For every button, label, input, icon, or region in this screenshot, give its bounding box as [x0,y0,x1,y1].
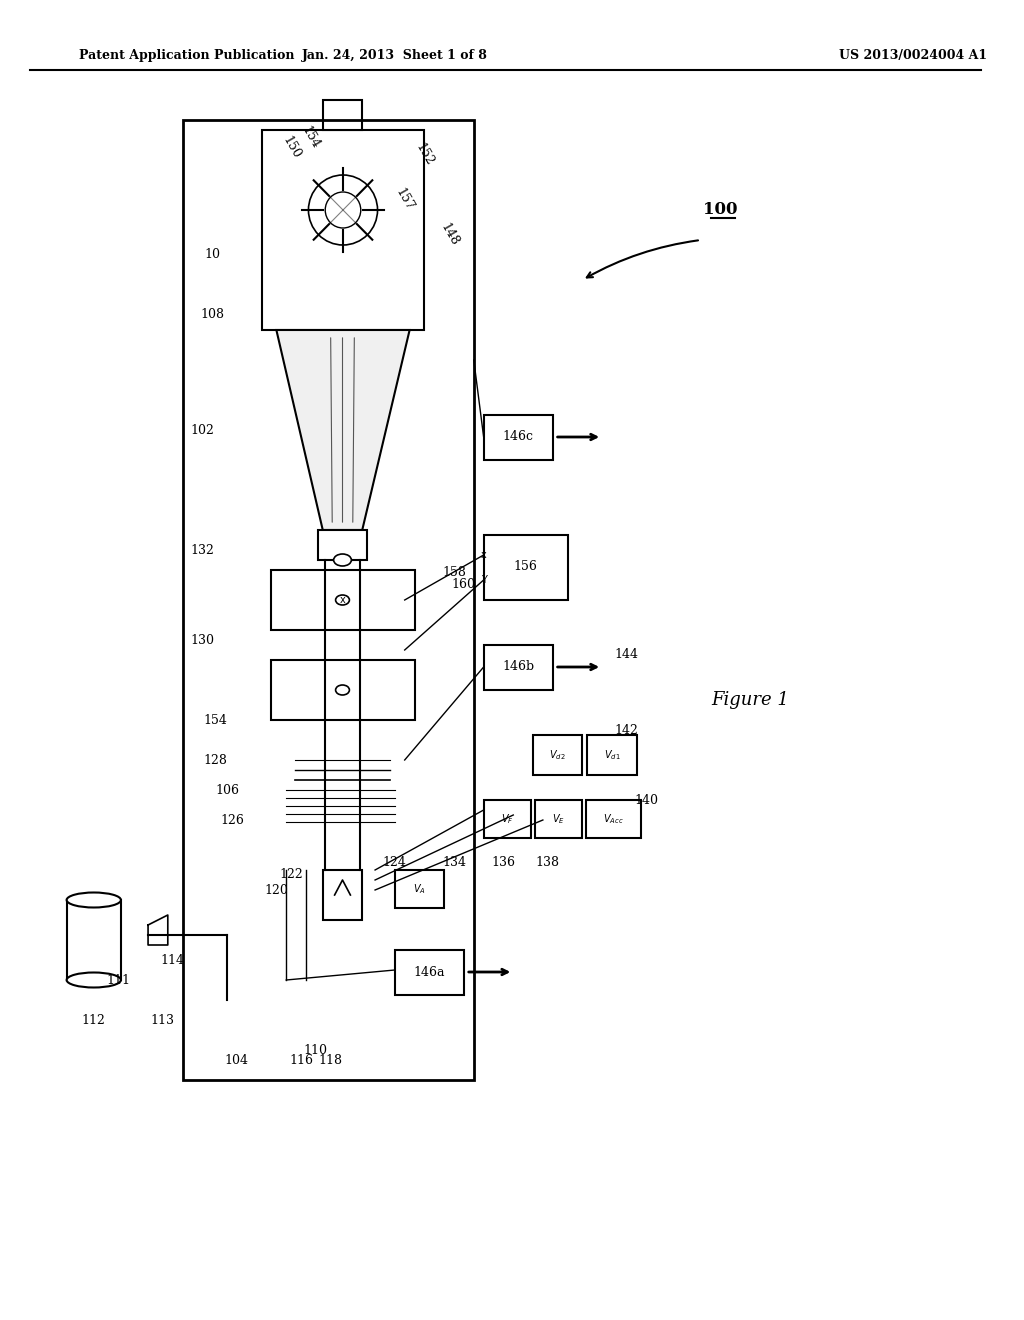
Bar [483,645,553,690]
Text: 124: 124 [383,855,407,869]
Text: US 2013/0024004 A1: US 2013/0024004 A1 [839,49,987,62]
Text: 112: 112 [82,1014,105,1027]
Text: 134: 134 [442,855,466,869]
Ellipse shape [334,554,351,566]
Text: 104: 104 [225,1053,249,1067]
Bar [182,120,474,1080]
Ellipse shape [336,685,349,696]
Text: 154: 154 [299,124,323,152]
Text: 138: 138 [536,855,560,869]
Bar [483,414,553,459]
Text: $V_{Acc}$: $V_{Acc}$ [602,812,624,826]
Text: 136: 136 [492,855,515,869]
Text: 156: 156 [513,561,537,573]
Bar [588,735,637,775]
Text: 102: 102 [190,424,214,437]
Text: 106: 106 [215,784,239,796]
Text: 128: 128 [203,754,227,767]
Text: 100: 100 [703,202,737,219]
Text: Figure 1: Figure 1 [712,690,790,709]
Text: 114: 114 [161,953,184,966]
Bar [587,800,641,838]
Text: 146a: 146a [414,965,445,978]
Text: 108: 108 [201,309,224,322]
Text: 10: 10 [204,248,220,261]
Bar [535,800,583,838]
Text: 110: 110 [304,1044,328,1056]
Text: $V_{d1}$: $V_{d1}$ [604,748,621,762]
Text: 150: 150 [280,135,303,161]
Bar [323,100,362,129]
Text: 140: 140 [635,793,658,807]
Text: 146c: 146c [503,430,534,444]
Text: 142: 142 [614,723,639,737]
Text: 122: 122 [280,869,303,882]
Text: $V_F$: $V_F$ [501,812,514,826]
Bar [534,735,583,775]
Bar [323,870,362,920]
Text: Jan. 24, 2013  Sheet 1 of 8: Jan. 24, 2013 Sheet 1 of 8 [302,49,487,62]
Text: 111: 111 [106,974,130,986]
Text: 132: 132 [190,544,214,557]
Text: 148: 148 [437,222,461,248]
Text: x: x [481,550,486,560]
Text: 154: 154 [203,714,227,726]
Circle shape [326,191,360,228]
Text: $V_{d2}$: $V_{d2}$ [550,748,566,762]
Text: Y: Y [480,576,486,585]
Text: 118: 118 [318,1053,343,1067]
Text: 158: 158 [442,565,466,578]
Ellipse shape [336,595,349,605]
Text: 130: 130 [190,634,214,647]
Text: Patent Application Publication: Patent Application Publication [79,49,295,62]
Bar [271,660,415,719]
Text: $V_A$: $V_A$ [413,882,426,896]
Bar [483,800,531,838]
Polygon shape [276,330,410,531]
Text: $V_E$: $V_E$ [552,812,565,826]
Text: 160: 160 [452,578,476,591]
Text: 152: 152 [413,141,436,169]
Ellipse shape [67,973,121,987]
Bar [483,535,567,601]
Circle shape [308,176,378,246]
Bar [261,129,424,330]
Bar [68,900,122,979]
Text: 144: 144 [614,648,639,661]
Bar [271,570,415,630]
Text: 126: 126 [220,813,244,826]
Text: 113: 113 [151,1014,175,1027]
Text: 116: 116 [289,1053,313,1067]
Bar [317,531,368,560]
Text: x: x [340,595,345,605]
Text: 157: 157 [393,186,416,214]
Text: 146b: 146b [502,660,535,673]
Bar [395,870,444,908]
Ellipse shape [67,892,121,908]
Text: 120: 120 [264,883,289,896]
Bar [395,950,464,995]
